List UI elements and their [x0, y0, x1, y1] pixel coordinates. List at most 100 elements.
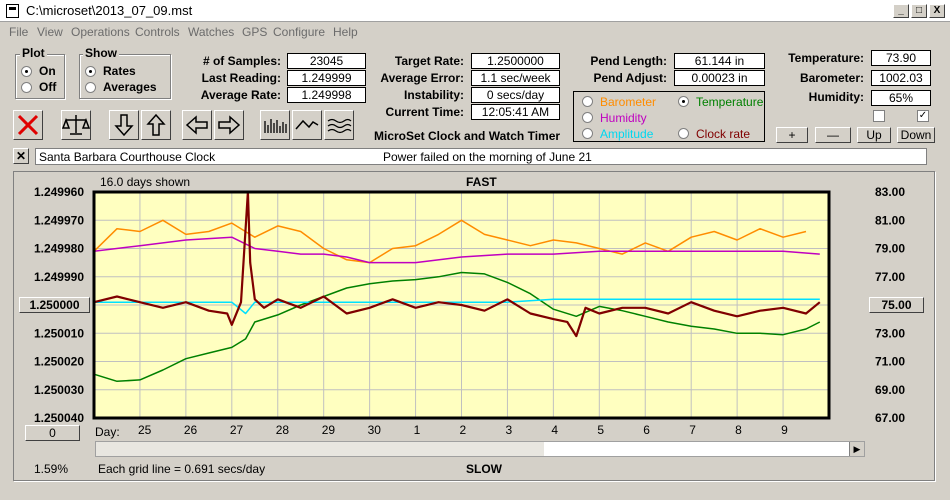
clock-rate-radio[interactable]: [678, 128, 689, 139]
axis-labels: 1.249960 1.249970 1.249980 1.249990 1.250010…: [34, 185, 905, 437]
menu-help[interactable]: Help: [333, 25, 358, 39]
maximize-button[interactable]: □: [911, 4, 927, 18]
minimize-button[interactable]: _: [893, 4, 909, 18]
temperature-radio[interactable]: [678, 96, 689, 107]
plus-button[interactable]: +: [776, 127, 808, 143]
current-time-label: Current Time:: [385, 105, 464, 119]
y-right-tick-label: 67.00: [875, 411, 905, 425]
minus-button[interactable]: —: [815, 127, 851, 143]
instability-label: Instability:: [403, 88, 464, 102]
plot-group-label: Plot: [20, 46, 47, 60]
line-graph-button[interactable]: [292, 110, 322, 140]
clear-button[interactable]: [13, 110, 43, 140]
pend-length-field[interactable]: 61.144 in: [674, 53, 765, 69]
scroll-right-arrow[interactable]: ▶: [849, 442, 864, 456]
y-right-tick-label: 79.00: [875, 242, 905, 256]
show-rates-radio[interactable]: [85, 66, 96, 77]
temperature-label: Temperature: [696, 95, 764, 109]
amplitude-radio[interactable]: [582, 128, 593, 139]
menu-bar: File View Operations Controls Watches GP…: [0, 22, 950, 42]
scroll-down-button[interactable]: [109, 110, 139, 140]
barometer-field-label: Barometer:: [799, 71, 864, 85]
env-checkbox-1[interactable]: [873, 110, 885, 122]
menu-configure[interactable]: Configure: [273, 25, 326, 39]
series-amplitude: [94, 298, 820, 315]
env-checkbox-2[interactable]: ✓: [917, 110, 929, 122]
x-tick-label: 5: [597, 423, 604, 437]
samples-label: # of Samples:: [202, 54, 281, 68]
scrollbar-thumb[interactable]: [544, 442, 849, 456]
average-error-label: Average Error:: [380, 71, 464, 85]
line-icon: [295, 119, 319, 130]
x-tick-label: 9: [781, 423, 788, 437]
y-left-tick-label: 1.249960: [34, 185, 84, 199]
target-rate-label: Target Rate:: [394, 54, 464, 68]
offset-button[interactable]: 0: [25, 425, 80, 441]
scroll-up-button[interactable]: [141, 110, 171, 140]
y-left-tick-label: 1.249990: [34, 270, 84, 284]
samples-field: 23045: [287, 53, 366, 69]
fast-label: FAST: [466, 175, 497, 189]
down-button[interactable]: Down: [897, 127, 935, 143]
show-averages-radio[interactable]: [85, 82, 96, 93]
scroll-left-button[interactable]: [182, 110, 212, 140]
x-tick-label: 4: [551, 423, 558, 437]
arrow-left-icon: [185, 115, 208, 135]
series-barometer: [93, 219, 807, 264]
menu-watches[interactable]: Watches: [188, 25, 235, 39]
close-window-button[interactable]: X: [929, 4, 945, 18]
clear-name-button[interactable]: ✕: [13, 148, 29, 164]
scroll-right-button[interactable]: [214, 110, 244, 140]
series-humidity: [93, 236, 820, 264]
humidity-radio[interactable]: [582, 112, 593, 123]
scale-icon: [62, 115, 90, 135]
x-tick-label: 6: [643, 423, 650, 437]
title-bar: C:\microset\2013_07_09.mst _ □ X: [0, 0, 950, 22]
x-tick-label: 30: [368, 423, 382, 437]
center-rate-button[interactable]: 1.250000: [19, 297, 90, 313]
app-icon: [6, 4, 19, 18]
target-rate-field[interactable]: 1.2500000: [471, 53, 560, 69]
y-right-tick-label: 83.00: [875, 185, 905, 199]
plot-off-radio[interactable]: [21, 82, 32, 93]
x-tick-label: 28: [276, 423, 290, 437]
menu-gps[interactable]: GPS: [242, 25, 268, 39]
menu-operations[interactable]: Operations: [71, 25, 130, 39]
x-tick-label: 8: [735, 423, 742, 437]
center-temp-button[interactable]: 75.00: [869, 297, 924, 313]
slow-label: SLOW: [466, 462, 502, 476]
x-tick-label: 3: [505, 423, 512, 437]
balance-button[interactable]: [61, 110, 91, 140]
x-tick-label: 1: [414, 423, 421, 437]
up-button[interactable]: Up: [857, 127, 891, 143]
y-right-tick-label: 71.00: [875, 355, 905, 369]
pend-length-label: Pend Length:: [590, 54, 667, 68]
clock-info-bar[interactable]: Santa Barbara Courthouse Clock Power fai…: [35, 148, 927, 165]
barometer-radio[interactable]: [582, 96, 593, 107]
bar-graph-button[interactable]: [260, 110, 290, 140]
arrow-down-icon: [114, 114, 134, 137]
menu-view[interactable]: View: [37, 25, 63, 39]
series-select-box: [573, 91, 765, 142]
wave-graph-button[interactable]: [324, 110, 354, 140]
plot-on-radio[interactable]: [21, 66, 32, 77]
plot-border: [92, 190, 831, 420]
percent-label: 1.59%: [34, 462, 69, 476]
series-temperature: [93, 271, 821, 383]
y-right-tick-label: 69.00: [875, 383, 905, 397]
menu-controls[interactable]: Controls: [135, 25, 180, 39]
temperature-field: 73.90: [871, 50, 931, 66]
y-right-tick-label: 77.00: [875, 270, 905, 284]
last-reading-label: Last Reading:: [201, 71, 281, 85]
show-rates-label: Rates: [103, 64, 136, 78]
y-right-tick-label: 73.00: [875, 326, 905, 340]
bars-icon: [264, 119, 287, 133]
menu-file[interactable]: File: [9, 25, 29, 39]
arrow-up-icon: [146, 113, 166, 136]
barometer-field: 1002.03: [871, 70, 931, 86]
series-lines: [93, 190, 821, 383]
last-reading-field: 1.249999: [287, 70, 366, 86]
humidity-field-label: Humidity:: [808, 90, 864, 104]
wave-icon: [327, 118, 352, 134]
horizontal-scrollbar[interactable]: ▶: [95, 441, 865, 457]
